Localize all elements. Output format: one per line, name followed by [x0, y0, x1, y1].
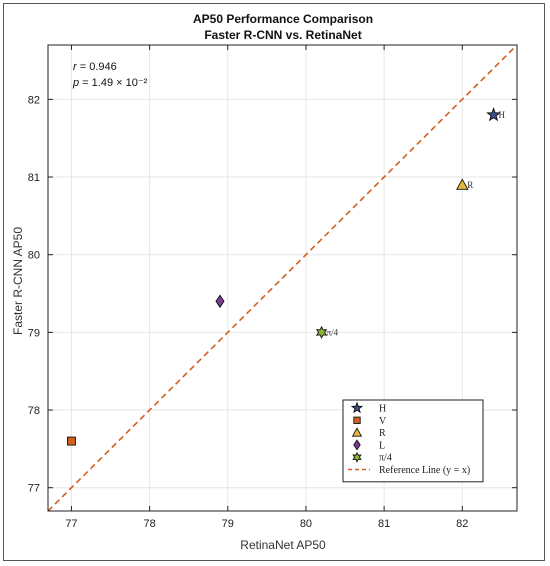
legend-marker	[352, 451, 362, 463]
y-tick-label: 79	[28, 327, 40, 339]
y-tick-label: 78	[28, 405, 40, 417]
x-tick-label: 77	[65, 518, 77, 530]
axis-ticks: 77 78 79 80 81 82 77 78 79 80 81 82	[28, 45, 517, 530]
data-point-3	[456, 178, 469, 190]
legend-entry-reference: Reference Line (y = x)	[379, 465, 470, 476]
legend-marker	[350, 401, 364, 414]
r-value: = 0.946	[77, 61, 117, 73]
chart-subtitle: Faster R-CNN vs. RetinaNet	[204, 28, 361, 42]
legend-entry: H	[379, 404, 386, 415]
y-tick-label: 80	[28, 250, 40, 262]
data-point-2	[66, 436, 76, 446]
legend-marker	[353, 439, 361, 451]
p-symbol: p	[72, 77, 79, 89]
legend-box	[342, 399, 484, 483]
point-label: π/4	[327, 327, 339, 337]
point-label: R	[467, 180, 473, 190]
r-symbol: r	[73, 61, 78, 73]
y-tick-label: 77	[28, 483, 40, 495]
legend-entry: V	[379, 416, 387, 427]
data-point-1	[486, 107, 501, 122]
x-tick-label: 78	[143, 518, 155, 530]
x-tick-label: 81	[378, 518, 390, 530]
plot-area-border	[47, 44, 518, 512]
r-statistic: r = 0.946	[73, 61, 117, 73]
y-axis-label: Faster R-CNN AP50	[11, 227, 25, 335]
data-point-4	[215, 294, 225, 309]
chart-title: AP50 Performance Comparison	[193, 12, 373, 26]
point-label: H	[499, 110, 506, 120]
x-axis-label: RetinaNet AP50	[240, 538, 326, 552]
x-tick-label: 80	[300, 518, 312, 530]
p-value: = 1.49 × 10⁻²	[79, 77, 148, 89]
legend-marker	[351, 427, 363, 437]
data-points: H Rπ/4	[66, 107, 506, 446]
data-point-5	[315, 325, 328, 339]
x-tick-label: 82	[456, 518, 468, 530]
legend-marker	[353, 416, 361, 424]
p-statistic: p = 1.49 × 10⁻²	[72, 77, 148, 89]
legend-entry: π/4	[379, 453, 392, 464]
y-tick-label: 81	[28, 172, 40, 184]
reference-line	[47, 44, 518, 512]
legend-entry: R	[379, 428, 386, 439]
y-tick-label: 82	[28, 94, 40, 106]
legend-entry: L	[379, 440, 385, 451]
x-tick-label: 79	[222, 518, 234, 530]
